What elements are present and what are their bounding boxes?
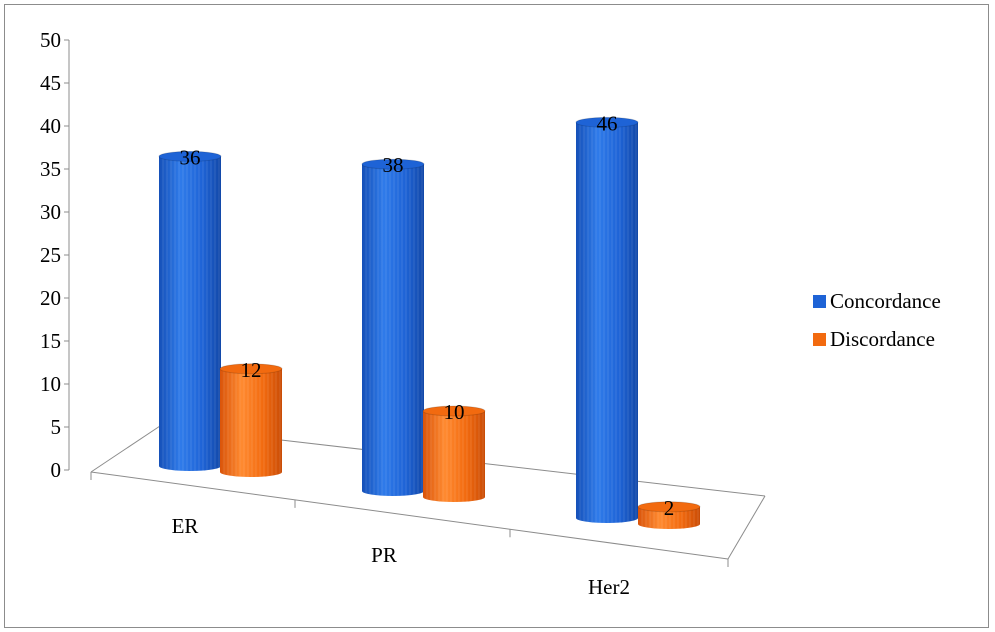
y-tick-label: 30 <box>40 200 61 224</box>
floor-front-edge <box>90 471 729 560</box>
bar-top <box>575 116 639 128</box>
bar-concordance-er: 36 <box>158 145 222 471</box>
data-label: 46 <box>597 111 618 135</box>
data-label: 36 <box>180 145 201 169</box>
legend-item-discordance: Discordance <box>813 326 941 352</box>
bar-body <box>362 164 424 496</box>
legend-label-concordance: Concordance <box>830 288 941 313</box>
floor-left-edge <box>90 425 161 473</box>
data-label: 2 <box>664 496 675 520</box>
bar-top <box>219 363 283 375</box>
legend-swatch-concordance <box>813 294 826 308</box>
bar-discordance-her2: 2 <box>637 496 701 529</box>
data-label: 10 <box>444 400 465 424</box>
x-tick-label: Her2 <box>588 575 630 599</box>
legend-label-discordance: Discordance <box>830 326 935 351</box>
bar-body <box>220 368 282 477</box>
bar-body <box>576 122 638 524</box>
y-tick-label: 50 <box>40 28 61 52</box>
chart-plot: 0 5 10 15 20 25 30 35 40 45 50 ER PR Her2 36 12 38 10 46 2 <box>40 28 766 599</box>
y-tick-label: 25 <box>40 243 61 267</box>
bar-body <box>159 156 221 471</box>
y-tick-label: 35 <box>40 157 61 181</box>
bar-discordance-er: 12 <box>219 358 283 477</box>
floor-right-edge <box>727 495 766 560</box>
y-tick-label: 5 <box>51 415 62 439</box>
legend-item-concordance: Concordance <box>813 288 941 314</box>
y-tick-label: 15 <box>40 329 61 353</box>
x-tick-label: PR <box>371 543 397 567</box>
bar-body <box>638 506 700 529</box>
bar-concordance-her2: 46 <box>575 111 639 524</box>
y-tick-label: 45 <box>40 71 61 95</box>
bar-top <box>422 405 486 417</box>
y-tick-label: 0 <box>51 458 62 482</box>
data-label: 38 <box>383 153 404 177</box>
y-tick-label: 20 <box>40 286 61 310</box>
chart-frame: 0 5 10 15 20 25 30 35 40 45 50 ER PR Her2 36 12 38 10 46 2… <box>4 4 989 628</box>
y-tick-label: 10 <box>40 372 61 396</box>
bar-discordance-pr: 10 <box>422 400 486 502</box>
x-tick-label: ER <box>172 514 199 538</box>
bar-top <box>637 501 701 513</box>
chart-legend: Concordance Discordance <box>813 288 941 364</box>
y-tick-label: 40 <box>40 114 61 138</box>
bar-concordance-pr: 38 <box>361 153 425 496</box>
bar-top <box>361 158 425 170</box>
data-label: 12 <box>241 358 262 382</box>
bar-body <box>423 411 485 502</box>
bar-top <box>158 150 222 162</box>
legend-swatch-discordance <box>813 332 826 346</box>
